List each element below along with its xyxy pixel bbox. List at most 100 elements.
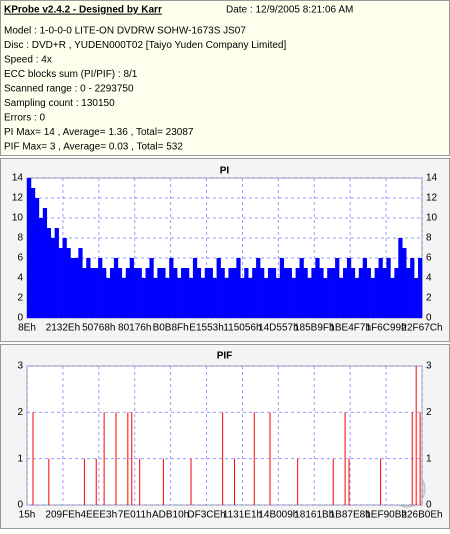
bar bbox=[267, 268, 273, 318]
x-tick-label: 50768h bbox=[82, 323, 115, 334]
bar bbox=[233, 458, 235, 505]
bar bbox=[74, 258, 79, 318]
info-line: Disc : DVD+R , YUDEN000T02 [Taiyo Yuden … bbox=[4, 40, 286, 51]
bar bbox=[240, 278, 245, 318]
bar bbox=[335, 258, 340, 318]
x-tick-label: E1553h bbox=[189, 323, 223, 334]
y-tick-label: 2 bbox=[17, 407, 23, 418]
bar bbox=[185, 268, 190, 318]
bar bbox=[109, 268, 115, 318]
bar bbox=[279, 258, 285, 318]
y-tick-label-right: 8 bbox=[426, 233, 432, 244]
bar bbox=[332, 458, 334, 505]
y-tick-label-right: 4 bbox=[426, 273, 432, 284]
y-tick-label: 0 bbox=[17, 313, 23, 324]
bar bbox=[271, 268, 277, 318]
bar bbox=[200, 278, 206, 318]
bar bbox=[350, 268, 356, 318]
bar bbox=[129, 258, 134, 318]
y-tick-label: 12 bbox=[12, 193, 24, 204]
bar bbox=[224, 278, 229, 318]
chart-title: PIF bbox=[217, 351, 233, 362]
bar bbox=[54, 228, 59, 318]
bar bbox=[208, 268, 213, 318]
y-tick-label-right: 6 bbox=[426, 253, 432, 264]
bar bbox=[115, 412, 117, 505]
bar bbox=[354, 278, 360, 318]
x-tick-label: 15h bbox=[19, 510, 36, 521]
bar bbox=[244, 268, 249, 318]
y-tick-label: 4 bbox=[17, 273, 23, 284]
bar bbox=[297, 458, 299, 505]
bar bbox=[131, 412, 133, 505]
bar bbox=[32, 412, 34, 505]
bar bbox=[415, 366, 417, 505]
bar bbox=[157, 268, 162, 318]
x-tick-label: 22F67Ch bbox=[401, 323, 442, 334]
bar bbox=[34, 198, 40, 318]
bar bbox=[121, 278, 127, 318]
x-tick-label: 4EEE3h bbox=[80, 510, 117, 521]
bar bbox=[94, 268, 99, 318]
bar bbox=[46, 228, 51, 318]
bar bbox=[145, 268, 150, 318]
bar bbox=[398, 238, 403, 318]
x-tick-label: 1F6C99h bbox=[366, 323, 407, 334]
bar bbox=[42, 208, 48, 318]
bar bbox=[344, 412, 346, 505]
bar bbox=[348, 458, 350, 505]
y-tick-label: 10 bbox=[12, 213, 24, 224]
bar bbox=[30, 188, 36, 318]
scan-date: Date : 12/9/2005 8:21:06 AM bbox=[226, 5, 353, 16]
info-line: PIF Max= 3 , Average= 0.03 , Total= 532 bbox=[4, 142, 183, 153]
bar bbox=[95, 458, 97, 505]
bar bbox=[38, 218, 44, 318]
bar bbox=[269, 412, 271, 505]
bar bbox=[283, 268, 288, 318]
bar bbox=[141, 278, 146, 318]
bar bbox=[149, 258, 154, 318]
x-tick-label: 80176h bbox=[118, 323, 151, 334]
info-line: Sampling count : 130150 bbox=[4, 98, 115, 109]
y-tick-label-right: 2 bbox=[426, 407, 432, 418]
bar bbox=[50, 238, 55, 318]
info-line: ECC blocks sum (PI/PIF) : 8/1 bbox=[4, 69, 138, 80]
bar bbox=[83, 458, 85, 505]
bar bbox=[386, 258, 391, 318]
bar bbox=[331, 268, 336, 318]
x-tick-label: 226B0Eh bbox=[401, 510, 442, 521]
bar bbox=[137, 268, 142, 318]
info-line: PI Max= 14 , Average= 1.36 , Total= 2308… bbox=[4, 127, 194, 138]
bar bbox=[222, 412, 224, 505]
y-tick-label: 1 bbox=[17, 453, 23, 464]
bar bbox=[173, 268, 178, 318]
bar bbox=[260, 268, 265, 318]
bar bbox=[236, 258, 241, 318]
y-tick-label-right: 0 bbox=[426, 313, 432, 324]
x-tick-label: 18161Bh bbox=[294, 510, 334, 521]
bar bbox=[382, 268, 387, 318]
y-tick-label-right: 0 bbox=[426, 500, 432, 511]
bar bbox=[102, 268, 107, 318]
info-line: Errors : 0 bbox=[4, 113, 46, 124]
bar bbox=[374, 268, 379, 318]
bar bbox=[323, 278, 328, 318]
bar bbox=[86, 258, 91, 318]
bar bbox=[103, 412, 105, 505]
bar bbox=[419, 412, 421, 505]
x-tick-label: DF3CEh bbox=[187, 510, 225, 521]
bar bbox=[366, 268, 371, 318]
x-tick-label: B0B8Fh bbox=[153, 323, 189, 334]
info-line: Model : 1-0-0-0 LITE-ON DVDRW SOHW-1673S… bbox=[4, 26, 246, 37]
bar bbox=[139, 458, 141, 505]
x-tick-label: 14D557h bbox=[258, 323, 299, 334]
bar bbox=[117, 268, 123, 318]
bar bbox=[204, 268, 209, 318]
y-tick-label-right: 1 bbox=[426, 453, 432, 464]
bar bbox=[181, 268, 186, 318]
bar bbox=[125, 268, 130, 318]
bar bbox=[106, 278, 111, 318]
bar bbox=[192, 258, 198, 318]
x-tick-label: ADB10h bbox=[152, 510, 189, 521]
